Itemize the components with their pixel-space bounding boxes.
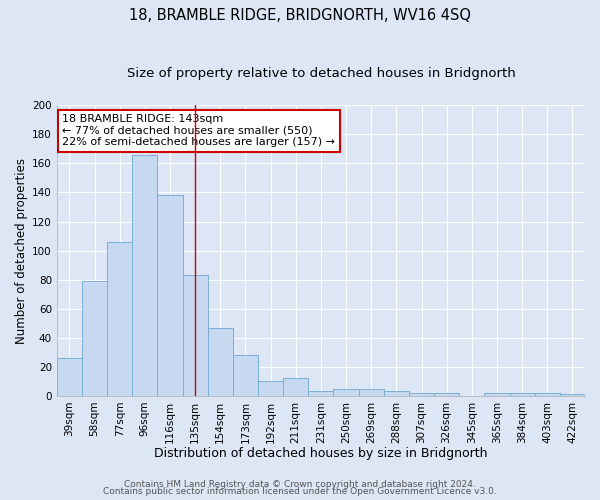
Bar xyxy=(359,388,384,396)
Bar xyxy=(208,328,233,396)
Text: Contains public sector information licensed under the Open Government Licence v3: Contains public sector information licen… xyxy=(103,487,497,496)
Bar xyxy=(233,355,258,396)
Bar xyxy=(560,394,585,396)
X-axis label: Distribution of detached houses by size in Bridgnorth: Distribution of detached houses by size … xyxy=(154,447,488,460)
Bar xyxy=(107,242,132,396)
Text: 18, BRAMBLE RIDGE, BRIDGNORTH, WV16 4SQ: 18, BRAMBLE RIDGE, BRIDGNORTH, WV16 4SQ xyxy=(129,8,471,22)
Bar xyxy=(484,393,509,396)
Bar xyxy=(283,378,308,396)
Bar xyxy=(509,393,535,396)
Bar xyxy=(409,393,434,396)
Text: Contains HM Land Registry data © Crown copyright and database right 2024.: Contains HM Land Registry data © Crown c… xyxy=(124,480,476,489)
Text: 18 BRAMBLE RIDGE: 143sqm
← 77% of detached houses are smaller (550)
22% of semi-: 18 BRAMBLE RIDGE: 143sqm ← 77% of detach… xyxy=(62,114,335,147)
Bar xyxy=(182,276,208,396)
Y-axis label: Number of detached properties: Number of detached properties xyxy=(15,158,28,344)
Title: Size of property relative to detached houses in Bridgnorth: Size of property relative to detached ho… xyxy=(127,68,515,80)
Bar xyxy=(132,154,157,396)
Bar xyxy=(308,392,334,396)
Bar xyxy=(384,392,409,396)
Bar xyxy=(82,281,107,396)
Bar xyxy=(535,393,560,396)
Bar xyxy=(57,358,82,396)
Bar xyxy=(258,382,283,396)
Bar xyxy=(157,196,182,396)
Bar xyxy=(334,388,359,396)
Bar xyxy=(434,393,459,396)
